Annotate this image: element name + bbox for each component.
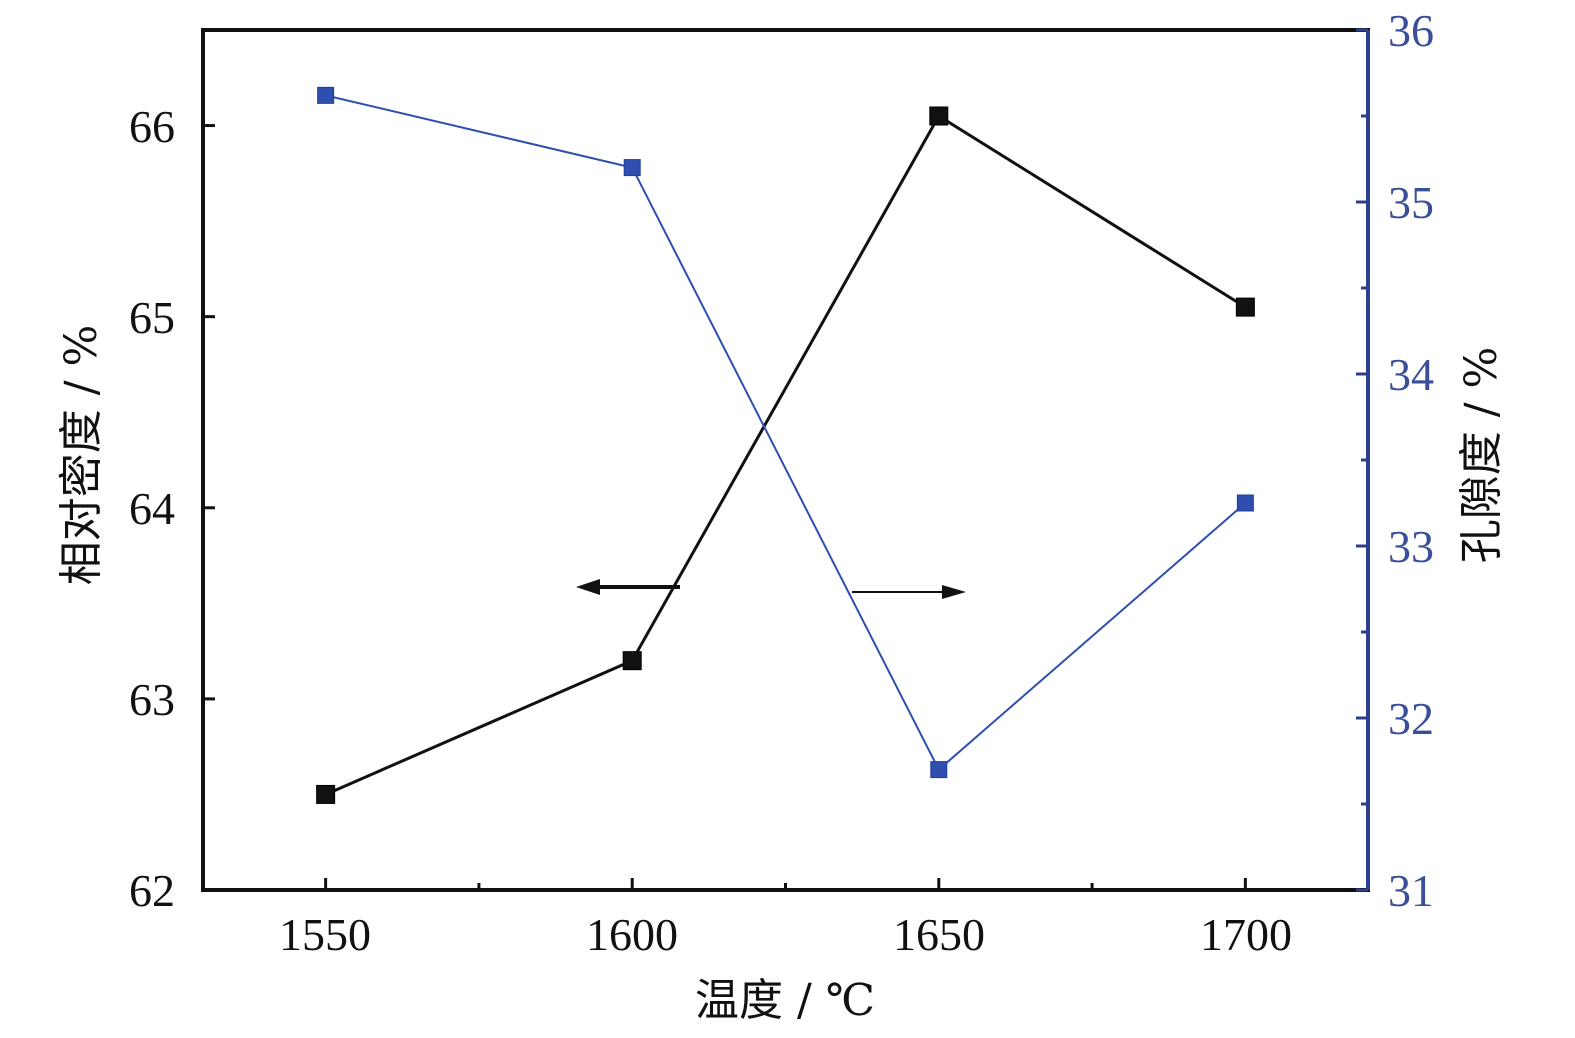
x-tick-labels: 1550 1600 1650 1700 bbox=[279, 909, 1292, 960]
series-layer bbox=[316, 86, 1255, 804]
series-line-right bbox=[325, 94, 1247, 772]
data-point-left bbox=[622, 651, 642, 671]
right-tick-label: 35 bbox=[1388, 177, 1434, 228]
right-tick-labels: 31 32 33 34 35 36 bbox=[1388, 5, 1434, 916]
x-tick-label: 1650 bbox=[893, 909, 985, 960]
left-axis-title: 相对密度 / % bbox=[56, 325, 107, 586]
right-tick-label: 32 bbox=[1388, 693, 1434, 744]
left-tick-label: 63 bbox=[129, 674, 175, 725]
x-axis-title: 温度 / ℃ bbox=[695, 975, 875, 1026]
left-axis-arrow bbox=[576, 579, 680, 595]
plot-frame bbox=[201, 28, 1370, 892]
left-tick-label: 66 bbox=[129, 101, 175, 152]
left-tick-label: 65 bbox=[129, 292, 175, 343]
right-tick-label: 33 bbox=[1388, 521, 1434, 572]
data-point-right bbox=[317, 86, 335, 104]
x-tick-label: 1550 bbox=[279, 909, 371, 960]
data-point-left bbox=[316, 784, 336, 804]
x-tick-label: 1600 bbox=[586, 909, 678, 960]
x-tick-label: 1700 bbox=[1200, 909, 1292, 960]
data-point-right bbox=[930, 761, 948, 779]
data-point-right bbox=[623, 159, 641, 177]
right-tick-label: 34 bbox=[1388, 349, 1434, 400]
data-point-left bbox=[1235, 297, 1255, 317]
left-tick-label: 64 bbox=[129, 483, 175, 534]
left-tick-label: 62 bbox=[129, 865, 175, 916]
ticks-layer bbox=[203, 28, 1368, 892]
right-tick-label: 36 bbox=[1388, 5, 1434, 56]
right-tick-label: 31 bbox=[1388, 865, 1434, 916]
right-axis-arrow bbox=[852, 585, 966, 599]
series-line-left bbox=[325, 113, 1247, 796]
data-point-left bbox=[929, 106, 949, 126]
left-tick-labels: 62 63 64 65 66 bbox=[129, 101, 175, 916]
data-point-right bbox=[1236, 494, 1254, 512]
right-axis-title: 孔隙度 / % bbox=[1456, 347, 1507, 564]
